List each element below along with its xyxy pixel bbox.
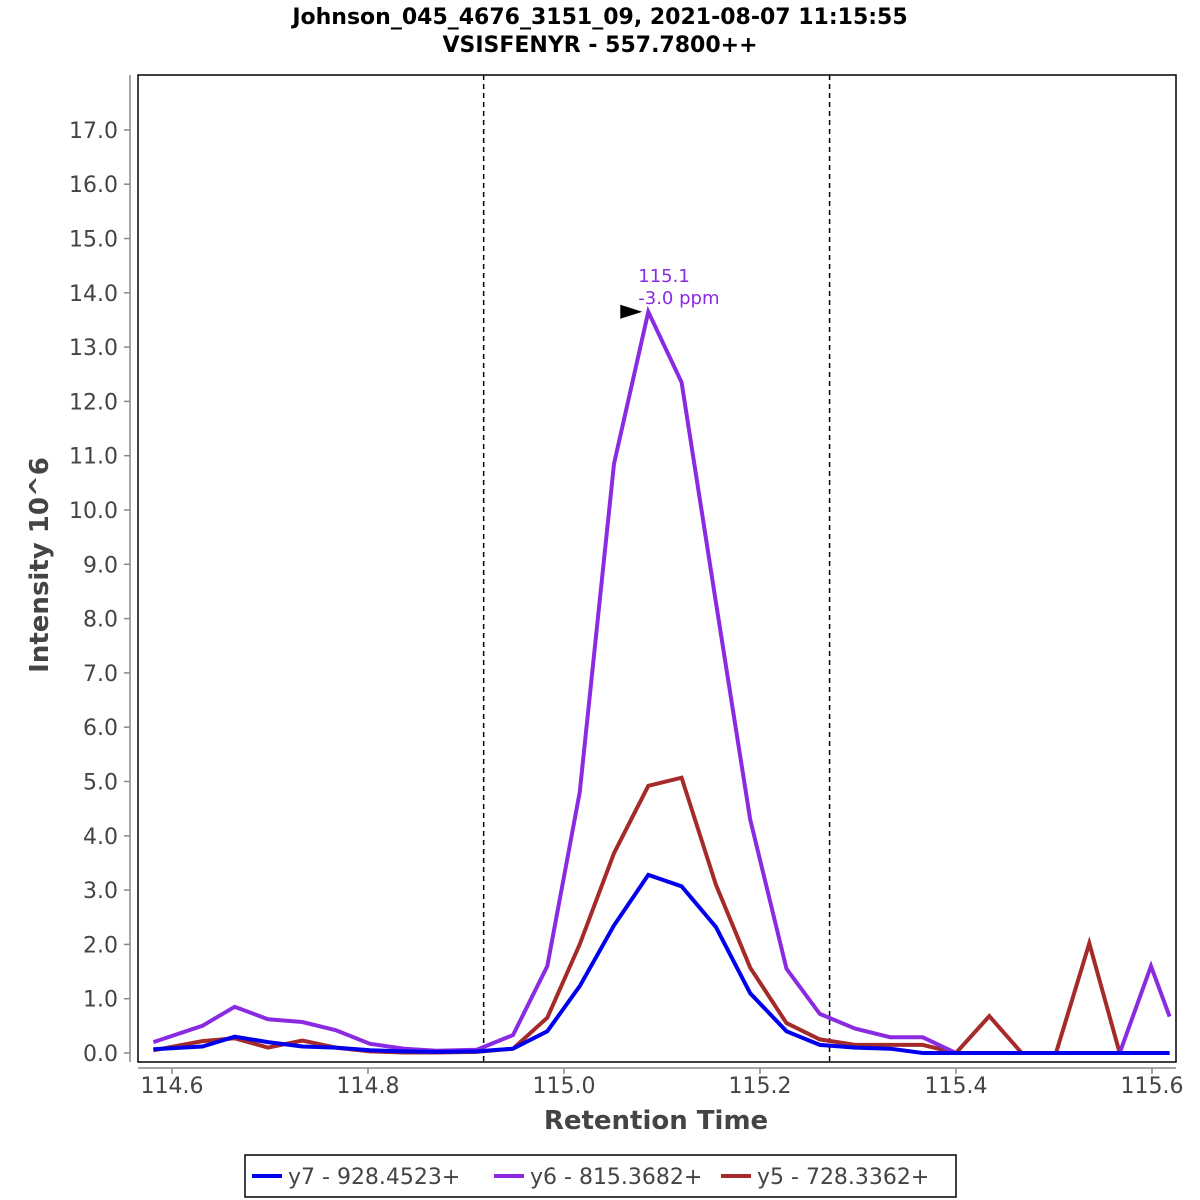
legend-box — [244, 1154, 957, 1198]
x-tick-label: 115.0 — [533, 1074, 596, 1099]
y-axis-label: Intensity 10^6 — [25, 457, 55, 673]
y-tick-label: 1.0 — [83, 988, 118, 1013]
y-tick-label: 13.0 — [69, 336, 118, 361]
y-tick-label: 5.0 — [83, 771, 118, 796]
y-tick-label: 6.0 — [83, 716, 118, 741]
y-tick-label: 16.0 — [69, 173, 118, 198]
y-tick-label: 12.0 — [69, 390, 118, 415]
x-tick-label: 115.4 — [925, 1074, 988, 1099]
legend-label: y7 - 928.4523+ — [288, 1165, 460, 1190]
x-tick-label: 115.2 — [729, 1074, 792, 1099]
y-tick-label: 0.0 — [83, 1042, 118, 1067]
legend: y7 - 928.4523+ y6 - 815.3682+ y5 - 728.336… — [244, 1154, 957, 1198]
y-tick-label: 17.0 — [69, 119, 118, 144]
series-line-y7 — [153, 872, 1170, 1055]
x-tick-label: 115.6 — [1121, 1074, 1184, 1099]
y-tick-label: 8.0 — [83, 608, 118, 633]
y-tick-label: 3.0 — [83, 879, 118, 904]
peak-annotation-ppm: -3.0 ppm — [638, 288, 719, 309]
y-tick-label: 2.0 — [83, 933, 118, 958]
y-tick-label: 7.0 — [83, 662, 118, 687]
y-tick-label: 4.0 — [83, 825, 118, 850]
y-tick-label: 9.0 — [83, 553, 118, 578]
y-tick-label: 11.0 — [69, 445, 118, 470]
x-tick-label: 114.8 — [337, 1074, 400, 1099]
y-tick-label: 15.0 — [69, 228, 118, 253]
x-tick-label: 114.6 — [141, 1074, 204, 1099]
chart-subtitle: VSISFENYR - 557.7800++ — [442, 33, 757, 58]
x-axis-label: Retention Time — [544, 1106, 768, 1136]
peak-annotation-rt: 115.1 — [638, 266, 690, 287]
plot-area — [137, 74, 1177, 1063]
peak-arrow-icon — [620, 304, 643, 319]
legend-label: y6 - 815.3682+ — [530, 1165, 702, 1190]
y-tick-label: 10.0 — [69, 499, 118, 524]
legend-label: y5 - 728.3362+ — [757, 1165, 929, 1190]
chart-title: Johnson_045_4676_3151_09, 2021-08-07 11:… — [290, 5, 907, 30]
y-tick-label: 14.0 — [69, 282, 118, 307]
